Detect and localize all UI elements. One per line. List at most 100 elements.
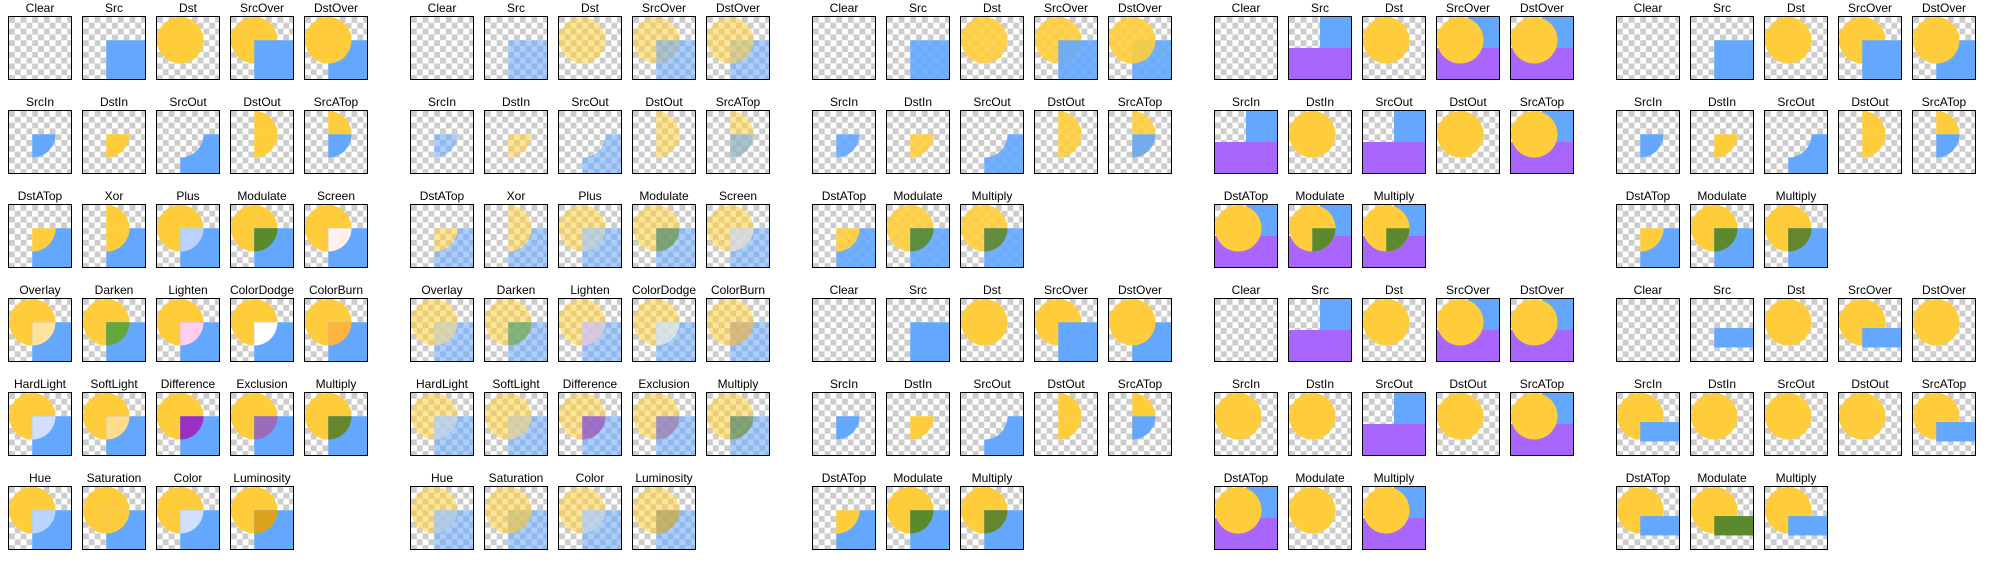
blend-preview — [9, 111, 71, 173]
blend-mode-label: Multiply — [1775, 471, 1817, 485]
blend-preview — [485, 17, 547, 79]
blend-preview — [411, 393, 473, 455]
dst-circle — [1289, 111, 1336, 158]
blend-preview — [1913, 393, 1975, 455]
overlap-region — [434, 228, 458, 252]
blend-preview — [559, 111, 621, 173]
overlap-region — [730, 322, 754, 346]
blend-mode-label: SrcATop — [313, 95, 359, 109]
blend-tile — [706, 204, 770, 268]
dst-circle — [707, 17, 754, 64]
blend-preview — [1511, 111, 1573, 173]
blend-mode-label: DstOver — [1117, 283, 1162, 297]
blend-mode-label: SrcOver — [1043, 283, 1088, 297]
src-square — [582, 228, 621, 267]
overlap-region — [1714, 228, 1738, 252]
blend-preview — [485, 299, 547, 361]
blend-preview — [707, 111, 769, 173]
dst-circle — [1511, 393, 1558, 440]
blend-preview — [9, 17, 71, 79]
blend-mode-label: Src — [1713, 1, 1731, 15]
blend-mode-label: DstOver — [313, 1, 358, 15]
blend-tile — [1108, 110, 1172, 174]
blend-tile — [230, 204, 294, 268]
blend-tile — [1108, 16, 1172, 80]
blend-tile — [484, 110, 548, 174]
overlap-region — [836, 416, 860, 440]
src-square — [1058, 322, 1097, 361]
blend-mode-label: Exclusion — [236, 377, 288, 391]
blend-preview — [1691, 299, 1753, 361]
blend-preview — [305, 205, 367, 267]
src-square — [106, 40, 145, 79]
blend-tile — [156, 204, 220, 268]
blend-mode-label: Color — [173, 471, 203, 485]
dst-circle — [1109, 17, 1156, 64]
blend-mode-label: Hue — [28, 471, 51, 485]
blend-tile — [1510, 298, 1574, 362]
blend-preview — [485, 205, 547, 267]
blend-preview — [1839, 111, 1901, 173]
src-alt-band — [1363, 142, 1425, 173]
src-outside — [434, 228, 473, 267]
blend-mode-label: Src — [507, 1, 525, 15]
blend-preview — [1765, 393, 1827, 455]
blend-tile — [1436, 16, 1500, 80]
blend-tile — [558, 298, 622, 362]
blend-mode-label: DstATop — [1223, 189, 1269, 203]
blend-tile — [410, 110, 474, 174]
blend-preview — [1765, 17, 1827, 79]
blend-tile — [410, 298, 474, 362]
blend-preview — [305, 299, 367, 361]
blend-mode-label: Multiply — [1373, 189, 1415, 203]
blend-mode-label: DstIn — [1707, 95, 1736, 109]
blend-preview — [1617, 205, 1679, 267]
blend-mode-label: Clear — [1633, 283, 1663, 297]
blend-tile — [1034, 392, 1098, 456]
blend-preview — [1765, 111, 1827, 173]
blend-tile — [1838, 16, 1902, 80]
blend-preview — [1035, 111, 1097, 173]
blend-tile — [1616, 204, 1680, 268]
blend-mode-label: SrcIn — [1231, 95, 1260, 109]
dst-outside-part — [1936, 111, 1960, 135]
blend-mode-label: Clear — [1231, 283, 1261, 297]
blend-tile — [1616, 392, 1680, 456]
blend-preview — [813, 205, 875, 267]
dst-circle — [961, 17, 1008, 64]
blend-mode-label: Multiply — [1373, 471, 1415, 485]
blend-tile — [706, 16, 770, 80]
blend-mode-label: Xor — [104, 189, 124, 203]
blend-preview — [485, 487, 547, 549]
blend-tile — [886, 16, 950, 80]
blend-mode-label: Multiply — [717, 377, 759, 391]
blend-mode-label: DstOver — [1519, 1, 1564, 15]
blend-tile — [484, 486, 548, 550]
blend-tile — [1690, 110, 1754, 174]
blend-preview — [231, 205, 293, 267]
src-alt-band — [1215, 142, 1277, 173]
blend-mode-label: SrcOut — [1375, 377, 1413, 391]
blend-mode-label: Clear — [25, 1, 55, 15]
blend-mode-label: Clear — [829, 283, 859, 297]
overlap-region — [582, 228, 606, 252]
dst-circle — [157, 17, 204, 64]
blend-tile — [706, 110, 770, 174]
blend-preview — [231, 487, 293, 549]
blend-preview — [1691, 205, 1753, 267]
blend-preview — [1437, 393, 1499, 455]
blend-tile — [632, 204, 696, 268]
overlap-region — [434, 322, 458, 346]
blend-tile — [960, 486, 1024, 550]
blend-mode-label: SrcOver — [1445, 283, 1490, 297]
blend-mode-label: Screen — [316, 189, 356, 203]
blend-preview — [813, 299, 875, 361]
blend-mode-label: Screen — [718, 189, 758, 203]
blend-preview — [1363, 393, 1425, 455]
src-square — [910, 322, 949, 361]
src-outside — [106, 228, 145, 267]
dst-circle — [1437, 393, 1484, 440]
dst-outside-part — [508, 205, 532, 229]
src-outside — [1788, 134, 1827, 173]
blend-preview — [305, 111, 367, 173]
